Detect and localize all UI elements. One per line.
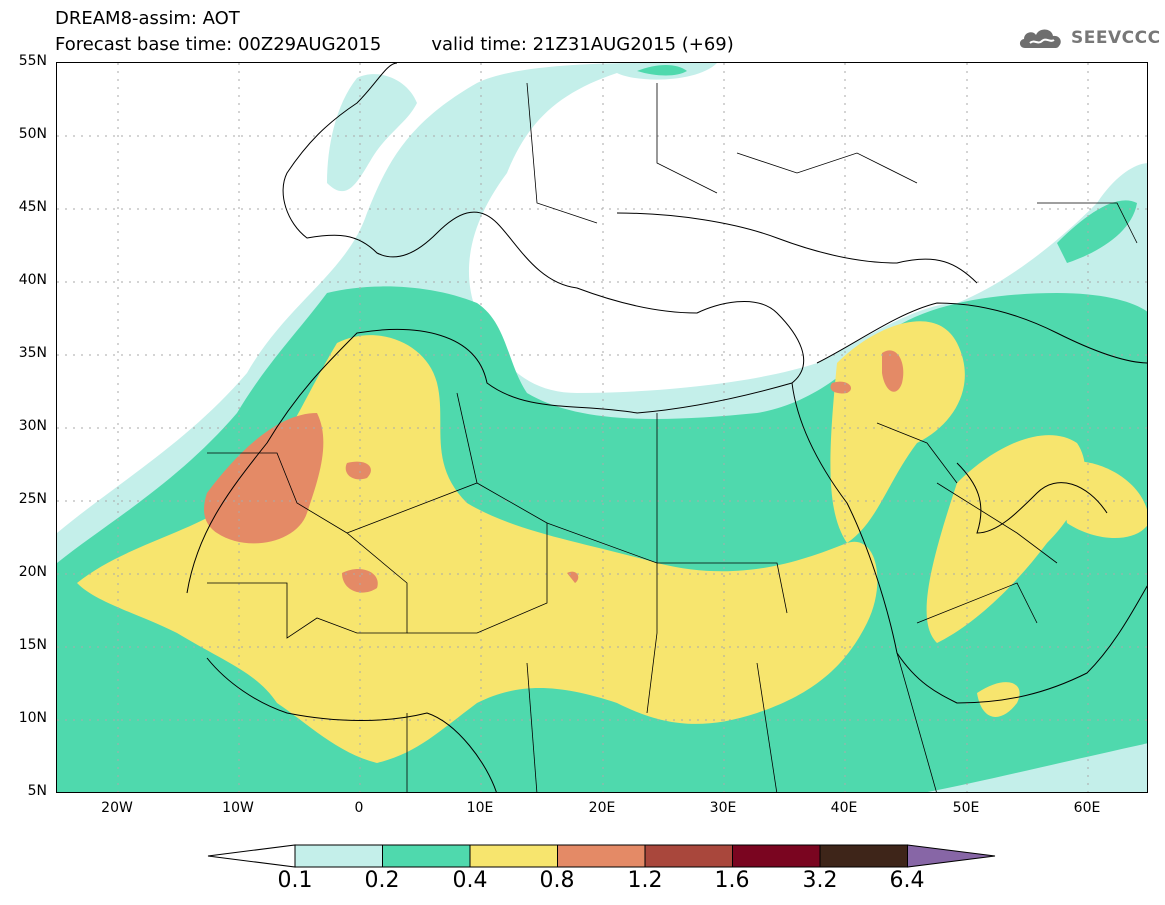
lon-label-10e: 10E (466, 800, 494, 816)
valid-time-label: valid time: 21Z31AUG2015 (+69) (431, 34, 734, 55)
chart-subtitle: Forecast base time: 00Z29AUG2015 valid ti… (55, 35, 734, 55)
colorbar-label-3.2: 3.2 (802, 868, 838, 893)
lon-label-0: 0 (354, 800, 364, 816)
seevccc-logo: SEEVCCC (1017, 22, 1161, 54)
logo-text: SEEVCCC (1071, 28, 1161, 48)
colorbar-swatch-0.1 (294, 844, 383, 868)
lon-label-60e: 60E (1073, 800, 1101, 816)
colorbar-label-0.8: 0.8 (539, 868, 575, 893)
colorbar-label-6.4: 6.4 (889, 868, 925, 893)
colorbar-swatch-0.2 (382, 844, 471, 868)
colorbar-label-1.6: 1.6 (714, 868, 750, 893)
lon-label-30e: 30E (709, 800, 737, 816)
colorbar-label-0.4: 0.4 (452, 868, 488, 893)
lat-label-40n: 40N (18, 272, 47, 288)
lat-label-45n: 45N (18, 199, 47, 215)
lat-label-35n: 35N (18, 345, 47, 361)
colorbar-swatch-0.4 (469, 844, 558, 868)
lon-label-50e: 50E (952, 800, 980, 816)
colorbar-swatch-upper-arrow (907, 844, 996, 868)
colorbar-swatches (207, 844, 996, 868)
lat-label-55n: 55N (18, 53, 47, 69)
base-time-label: Forecast base time: 00Z29AUG2015 (55, 34, 382, 55)
colorbar-swatch-0.8 (557, 844, 646, 868)
colorbar-label-0.1: 0.1 (277, 868, 313, 893)
coastlines (186, 63, 1147, 792)
lon-label-20w: 20W (101, 800, 133, 816)
colorbar-swatch-3.2 (819, 844, 908, 868)
colorbar-label-1.2: 1.2 (627, 868, 663, 893)
lat-label-20n: 20N (18, 564, 47, 580)
aot-level-0.4 (77, 321, 1147, 763)
aot-level-0.8 (204, 350, 904, 593)
colorbar (0, 838, 1165, 898)
chart-title: DREAM8-assim: AOT (55, 8, 240, 29)
lat-label-50n: 50N (18, 126, 47, 142)
lat-label-15n: 15N (18, 637, 47, 653)
lat-label-5n: 5N (27, 783, 47, 799)
colorbar-swatch-1.2 (644, 844, 733, 868)
map-graticule (57, 63, 1147, 792)
lat-label-10n: 10N (18, 710, 47, 726)
cloud-logo-icon (1019, 29, 1061, 48)
aot-map (56, 62, 1148, 793)
lat-label-30n: 30N (18, 418, 47, 434)
lon-label-10w: 10W (222, 800, 254, 816)
map-canvas (57, 63, 1147, 792)
colorbar-swatch-lower-arrow (207, 844, 296, 868)
colorbar-swatch-1.6 (732, 844, 821, 868)
lon-label-20e: 20E (588, 800, 616, 816)
lon-label-40e: 40E (830, 800, 858, 816)
colorbar-label-0.2: 0.2 (364, 868, 400, 893)
lat-label-25n: 25N (18, 491, 47, 507)
country-borders (207, 82, 1138, 792)
